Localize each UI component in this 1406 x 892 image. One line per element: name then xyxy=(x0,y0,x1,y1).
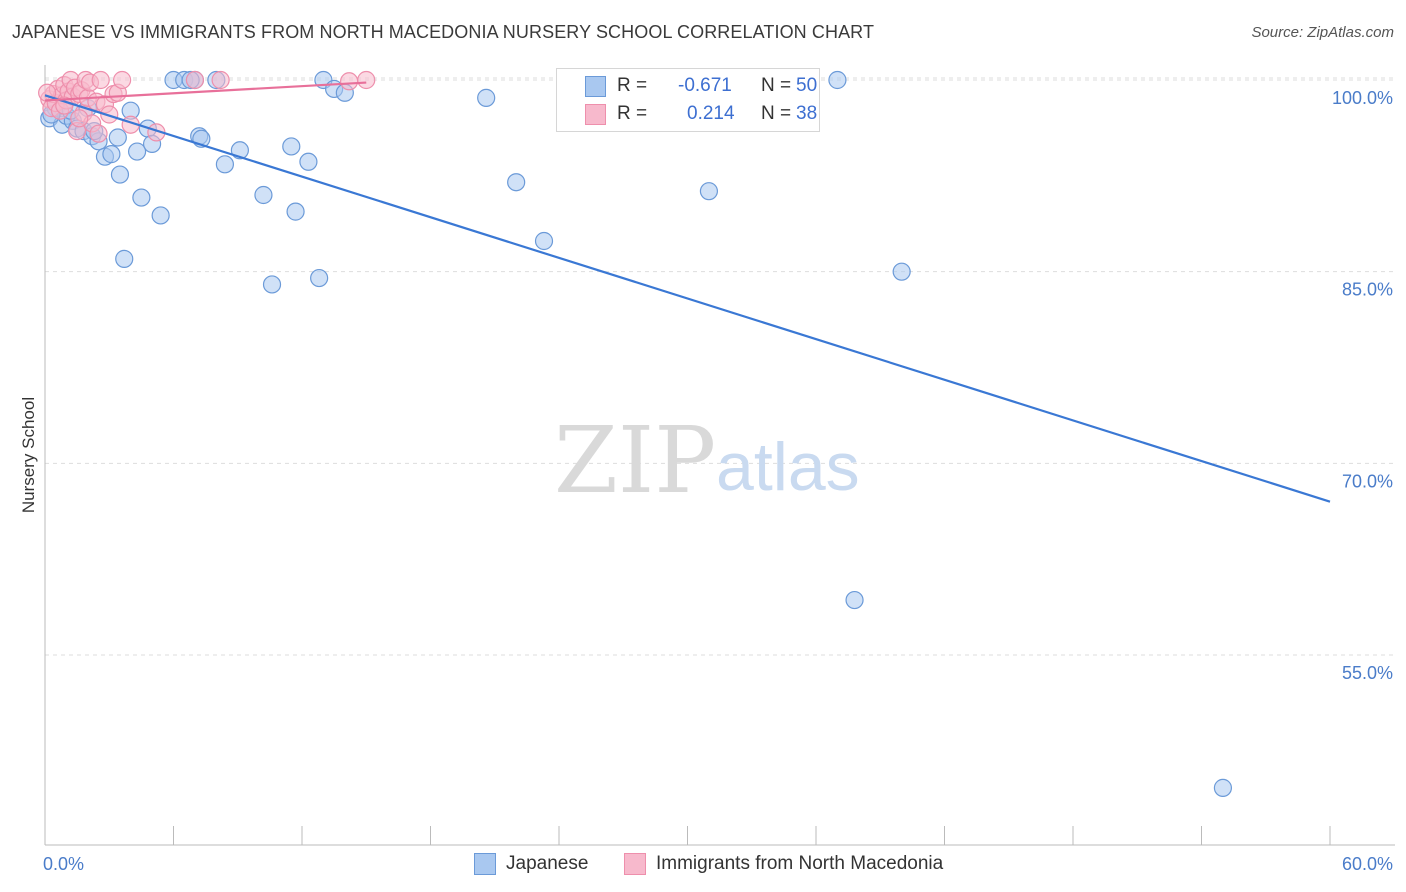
macedonia-point xyxy=(340,72,359,91)
y-tick-label: 100.0% xyxy=(1332,88,1393,108)
japanese-point xyxy=(262,275,282,294)
japanese-point xyxy=(115,249,134,268)
grid-layer xyxy=(45,77,1395,656)
chart-title: JAPANESE VS IMMIGRANTS FROM NORTH MACEDO… xyxy=(12,22,875,42)
macedonia-point xyxy=(185,70,205,90)
y-axis-title: Nursery School xyxy=(19,397,38,513)
macedonia-point xyxy=(91,70,110,90)
macedonia-point xyxy=(357,70,376,90)
trend-layer xyxy=(44,81,1331,503)
macedonia-swatch xyxy=(585,104,606,125)
macedonia-trend-line xyxy=(44,81,367,102)
japanese-point xyxy=(108,128,127,147)
r-value: 0.214 xyxy=(687,103,735,124)
x-tick-label: 0.0% xyxy=(43,854,84,874)
japanese-point xyxy=(127,142,147,161)
macedonia-point xyxy=(112,70,132,90)
japanese-point xyxy=(534,231,554,251)
japanese-legend-swatch xyxy=(474,853,496,875)
japanese-point xyxy=(151,206,170,225)
stats-legend: R = -0.671 N = 50 R = 0.214 N = 38 xyxy=(556,68,820,132)
japanese-swatch xyxy=(585,76,606,97)
japanese-point xyxy=(282,137,301,156)
japanese-point xyxy=(310,268,329,288)
japanese-point xyxy=(132,188,151,207)
macedonia-legend-swatch xyxy=(624,853,646,875)
y-tick-label: 85.0% xyxy=(1342,280,1393,300)
japanese-point xyxy=(254,185,273,205)
watermark-atlas: atlas xyxy=(716,429,860,505)
n-label: N = xyxy=(761,103,792,124)
points-layer xyxy=(38,70,1233,797)
source-label: Source: ZipAtlas.com xyxy=(1251,24,1394,41)
x-tick-label: 60.0% xyxy=(1342,854,1393,874)
japanese-point xyxy=(110,165,130,184)
japanese-point xyxy=(699,182,719,201)
japanese-point xyxy=(507,173,526,192)
y-tick-label: 70.0% xyxy=(1342,471,1393,491)
japanese-point xyxy=(286,202,305,221)
macedonia-legend-label: Immigrants from North Macedonia xyxy=(656,853,944,874)
japanese-point xyxy=(845,590,864,610)
macedonia-point xyxy=(70,109,89,128)
japanese-trend-line xyxy=(44,94,1331,503)
japanese-legend-label: Japanese xyxy=(506,853,589,874)
japanese-point xyxy=(477,88,496,107)
r-label: R = xyxy=(617,103,648,124)
watermark-zip: ZIP xyxy=(554,407,716,514)
labels-layer: 55.0% 70.0% 85.0% 100.0% 0.0% 60.0% xyxy=(43,88,1393,874)
japanese-point xyxy=(892,262,911,281)
n-value: 38 xyxy=(796,103,818,124)
y-tick-label: 55.0% xyxy=(1342,663,1393,683)
watermark: ZIP atlas xyxy=(554,407,860,514)
japanese-point xyxy=(1213,778,1233,797)
macedonia-point xyxy=(55,96,74,115)
macedonia-point xyxy=(211,70,230,90)
r-value: -0.671 xyxy=(678,75,732,96)
japanese-point xyxy=(215,155,234,174)
japanese-point xyxy=(102,145,121,164)
n-label: N = xyxy=(761,75,792,96)
n-value: 50 xyxy=(796,75,818,96)
japanese-point xyxy=(828,70,847,90)
axes-layer xyxy=(44,65,1395,846)
macedonia-point xyxy=(89,124,108,143)
japanese-point xyxy=(299,152,318,171)
r-label: R = xyxy=(617,75,648,96)
